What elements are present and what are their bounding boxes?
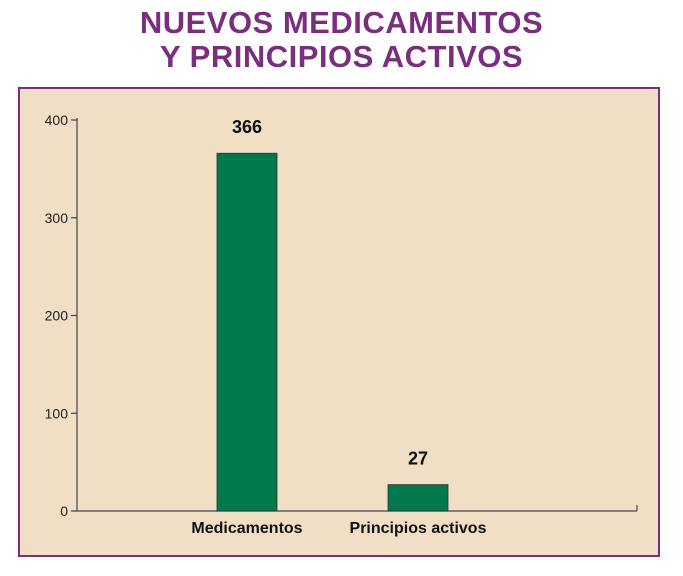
labels: 366 Medicamentos 27 Principios activos (191, 117, 486, 537)
bar (216, 152, 278, 512)
chart-panel (18, 87, 660, 557)
y-tick-label: 100 (45, 405, 69, 421)
y-tick-label: 400 (45, 112, 69, 128)
y-tick-label: 0 (60, 503, 68, 519)
y-tick-label: 200 (45, 308, 69, 324)
chart-title: NUEVOS MEDICAMENTOS Y PRINCIPIOS ACTIVOS (0, 6, 683, 74)
x-category-label: Principios activos (350, 520, 487, 537)
chart-title-line-2: Y PRINCIPIOS ACTIVOS (159, 39, 524, 74)
axes: 0 100 200 300 400 (45, 112, 638, 519)
bar (387, 484, 449, 512)
chart-title-line-1: NUEVOS MEDICAMENTOS (139, 5, 544, 40)
y-tick-label: 300 (45, 210, 69, 226)
x-category-label: Medicamentos (191, 520, 302, 537)
data-label: 366 (232, 117, 262, 137)
data-label: 27 (408, 449, 428, 469)
bars (216, 152, 449, 512)
